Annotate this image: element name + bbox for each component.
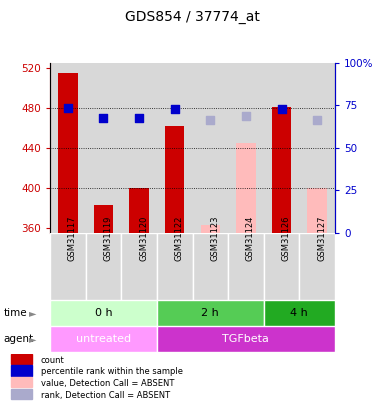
Text: untreated: untreated [76, 334, 131, 344]
Bar [192, 233, 228, 300]
Bar [129, 188, 149, 233]
Bar [12, 377, 32, 387]
Bar [264, 300, 335, 326]
Bar [307, 188, 327, 233]
Text: 4 h: 4 h [290, 308, 308, 318]
Point [172, 106, 178, 112]
Bar [50, 326, 157, 352]
Bar [12, 389, 32, 399]
Bar [264, 63, 300, 233]
Bar [201, 225, 220, 233]
Bar [121, 63, 157, 233]
Text: GSM31117: GSM31117 [68, 215, 77, 261]
Bar [157, 63, 192, 233]
Point [207, 117, 213, 123]
Text: value, Detection Call = ABSENT: value, Detection Call = ABSENT [41, 379, 174, 388]
Bar [85, 233, 121, 300]
Text: agent: agent [4, 334, 34, 344]
Bar [228, 63, 264, 233]
Text: GDS854 / 37774_at: GDS854 / 37774_at [125, 10, 260, 24]
Text: GSM31124: GSM31124 [246, 215, 255, 261]
Bar [157, 326, 335, 352]
Text: percentile rank within the sample: percentile rank within the sample [41, 367, 183, 376]
Bar [50, 300, 157, 326]
Text: rank, Detection Call = ABSENT: rank, Detection Call = ABSENT [41, 391, 170, 400]
Text: GSM31126: GSM31126 [281, 215, 291, 261]
Bar [272, 107, 291, 233]
Point [65, 104, 71, 111]
Bar [12, 365, 32, 375]
Bar [85, 63, 121, 233]
Text: ►: ► [29, 308, 36, 318]
Bar [50, 63, 85, 233]
Bar [300, 63, 335, 233]
Text: GSM31120: GSM31120 [139, 215, 148, 261]
Point [100, 115, 107, 121]
Text: 2 h: 2 h [201, 308, 219, 318]
Bar [300, 233, 335, 300]
Point [278, 106, 285, 112]
Bar [228, 233, 264, 300]
Text: time: time [4, 308, 27, 318]
Text: ►: ► [29, 334, 36, 344]
Text: GSM31119: GSM31119 [104, 215, 112, 261]
Point [136, 115, 142, 121]
Text: GSM31122: GSM31122 [175, 215, 184, 261]
Bar [236, 143, 256, 233]
Bar [157, 300, 264, 326]
Text: 0 h: 0 h [95, 308, 112, 318]
Text: GSM31127: GSM31127 [317, 215, 326, 261]
Bar [50, 233, 85, 300]
Text: TGFbeta: TGFbeta [223, 334, 270, 344]
Bar [192, 63, 228, 233]
Text: count: count [41, 356, 65, 364]
Bar [121, 233, 157, 300]
Point [243, 113, 249, 119]
Bar [157, 233, 192, 300]
Bar [264, 233, 300, 300]
Text: GSM31123: GSM31123 [210, 215, 219, 261]
Bar [12, 354, 32, 364]
Bar [94, 205, 113, 233]
Point [314, 117, 320, 123]
Bar [58, 73, 78, 233]
Bar [165, 126, 184, 233]
